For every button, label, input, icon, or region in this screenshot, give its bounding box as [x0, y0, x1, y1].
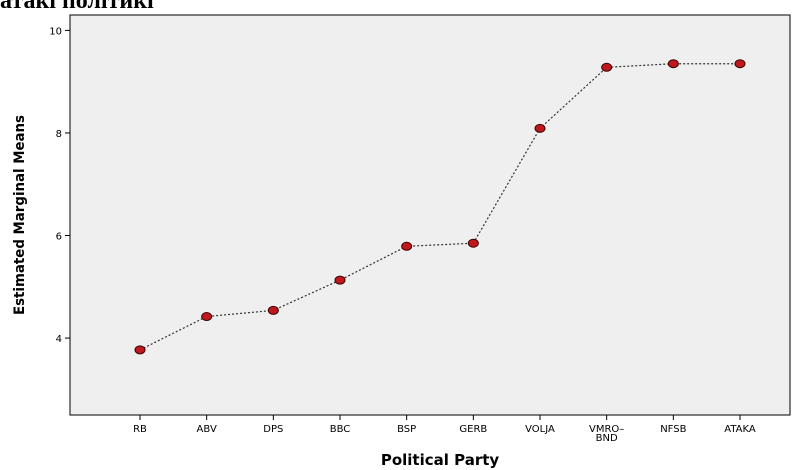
data-point [134, 345, 146, 355]
x-tick-label: NFSB [660, 424, 686, 435]
data-point [667, 59, 679, 69]
x-tick-label: ATAKA [724, 424, 756, 435]
x-axis-title: Political Party [381, 451, 500, 469]
x-tick-label: BSP [397, 424, 416, 435]
data-point [734, 59, 746, 69]
x-tick-label: VMRO– BND [589, 424, 624, 444]
x-tick-label: ABV [197, 424, 217, 435]
data-points [134, 59, 746, 355]
data-point [401, 241, 413, 251]
data-point [534, 123, 546, 133]
data-point [201, 312, 213, 322]
cropped-header-text: атакі політикі [0, 0, 154, 14]
data-point [467, 238, 479, 248]
y-axis-ticks: 4 6 8 10 [49, 26, 70, 345]
data-point [267, 305, 279, 315]
x-tick-label: VOLJA [525, 424, 555, 435]
data-point [601, 62, 613, 72]
y-axis-title: Estimated Marginal Means [12, 115, 28, 315]
x-tick-label: DPS [263, 424, 283, 435]
x-axis-ticks: RB ABV DPS BBC BSP GERB VOLJA VMRO– BND NFSB ATAKA [133, 415, 756, 444]
data-point [334, 275, 346, 285]
y-tick-label: 8 [56, 129, 62, 140]
x-tick-label: BBC [330, 424, 351, 435]
x-tick-label: GERB [459, 424, 487, 435]
x-tick-label: RB [133, 424, 147, 435]
y-tick-label: 10 [49, 26, 62, 37]
y-tick-label: 6 [56, 232, 62, 243]
plot-area [69, 14, 791, 416]
y-tick-label: 4 [56, 334, 62, 345]
series-line [139, 63, 740, 351]
